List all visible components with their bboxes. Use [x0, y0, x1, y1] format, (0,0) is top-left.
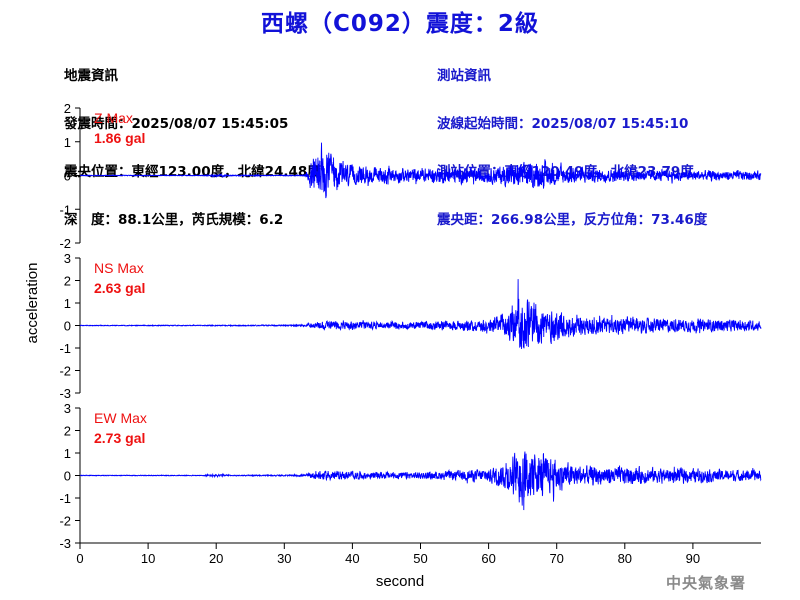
y-tick-label: 2 — [64, 424, 71, 439]
max-value-z: 1.86 gal — [94, 130, 145, 146]
x-tick-label: 90 — [686, 551, 700, 566]
y-tick-label: 1 — [64, 135, 71, 150]
y-tick-label: 0 — [64, 169, 71, 184]
y-tick-label: 3 — [64, 251, 71, 266]
x-tick-label: 60 — [481, 551, 495, 566]
x-tick-label: 10 — [141, 551, 155, 566]
wave-start-time: 波線起始時間：2025/08/07 15:45:10 — [437, 116, 689, 132]
x-axis-label: second — [376, 573, 424, 590]
y-tick-label: -2 — [59, 236, 71, 251]
x-tick-label: 0 — [76, 551, 83, 566]
y-tick-label: -2 — [59, 514, 71, 529]
event-info-heading: 地震資訊 — [64, 68, 118, 84]
max-label-ew: EW Max — [94, 410, 147, 426]
max-value-ns: 2.63 gal — [94, 280, 145, 296]
x-tick-label: 40 — [345, 551, 359, 566]
agency-name: 中央氣象署 — [665, 574, 746, 592]
event-info: 地震資訊 發震時間：2025/08/07 15:45:05 震央位置：東經123… — [64, 36, 321, 244]
epicentral-distance: 震央距：266.98公里，反方位角：73.46度 — [437, 212, 708, 228]
y-tick-label: -1 — [59, 341, 71, 356]
y-tick-label: 3 — [64, 401, 71, 416]
x-tick-label: 80 — [618, 551, 632, 566]
y-tick-label: 1 — [64, 446, 71, 461]
x-tick-label: 70 — [549, 551, 563, 566]
x-tick-label: 50 — [413, 551, 427, 566]
y-tick-label: 2 — [64, 101, 71, 116]
y-axis-label: acceleration — [24, 263, 41, 344]
max-value-ew: 2.73 gal — [94, 430, 145, 446]
y-tick-label: -3 — [59, 386, 71, 401]
y-tick-label: 0 — [64, 319, 71, 334]
max-label-z: Z Max — [94, 110, 133, 126]
x-tick-label: 30 — [277, 551, 291, 566]
y-tick-label: -1 — [59, 491, 71, 506]
y-tick-label: -3 — [59, 536, 71, 551]
origin-time: 發震時間：2025/08/07 15:45:05 — [64, 116, 289, 132]
waveform-ew — [79, 451, 762, 511]
y-tick-label: 2 — [64, 274, 71, 289]
y-tick-label: -1 — [59, 202, 71, 217]
waveform-z — [79, 142, 762, 199]
station-info-heading: 測站資訊 — [437, 68, 491, 84]
y-tick-label: 1 — [64, 296, 71, 311]
x-tick-label: 20 — [209, 551, 223, 566]
station-info: 測站資訊 波線起始時間：2025/08/07 15:45:10 測站位置：東經1… — [437, 36, 707, 244]
max-label-ns: NS Max — [94, 260, 144, 276]
chart-title: 西螺（C092）震度：2級 — [261, 11, 539, 37]
depth-magnitude: 深 度：88.1公里，芮氏規模：6.2 — [64, 212, 284, 228]
waveform-ns — [79, 279, 762, 350]
y-tick-label: -2 — [59, 364, 71, 379]
y-tick-label: 0 — [64, 469, 71, 484]
